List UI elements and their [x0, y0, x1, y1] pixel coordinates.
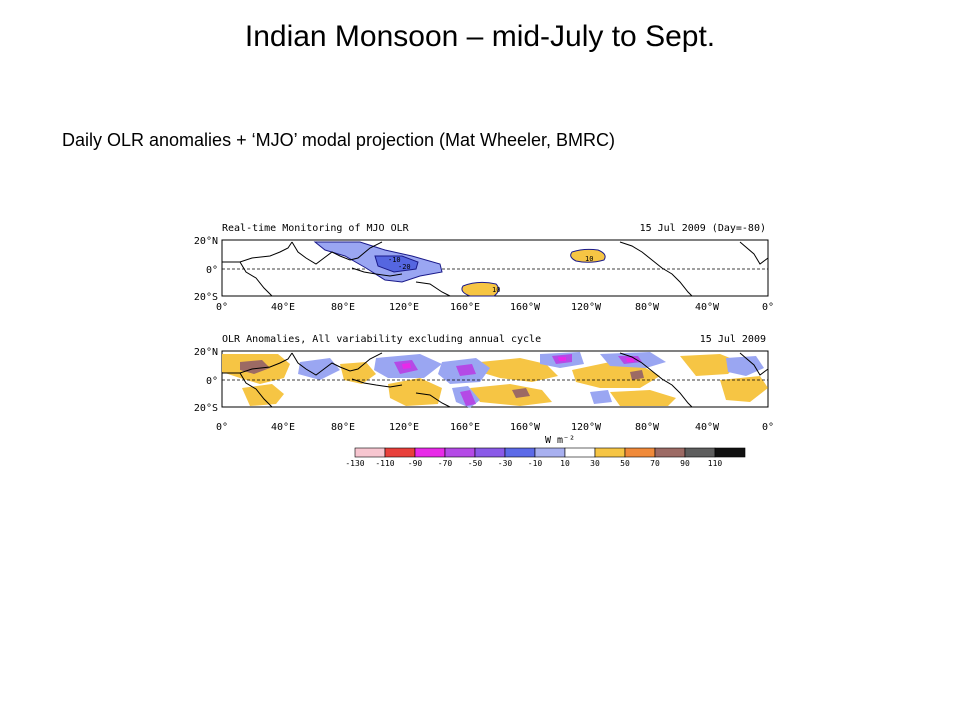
olr-maps-svg: Real-time Monitoring of MJO OLR 15 Jul 2… — [194, 223, 774, 468]
top-lat-tick-2: 0° — [206, 265, 218, 276]
top-lon-ticks: 0° 40°E 80°E 120°E 160°E 160°W 120°W 80°… — [216, 302, 774, 313]
colorbar — [354, 447, 746, 458]
top-map: -10 -20 10 10 — [221, 239, 769, 297]
top-lon-tick-5: 160°E — [450, 302, 480, 313]
bottom-map — [221, 350, 769, 408]
slide-title: Indian Monsoon – mid-July to Sept. — [244, 20, 716, 53]
colorbar-unit: W m⁻² — [545, 435, 575, 446]
bottom-lon-ticks: 0° 40°E 80°E 120°E 160°E 160°W 120°W 80°… — [216, 422, 774, 433]
top-panel-date: 15 Jul 2009 (Day=-80) — [640, 223, 766, 234]
colorbar-tick-label: -10 — [528, 459, 543, 468]
top-contour-label-1: -10 — [388, 256, 401, 264]
bottom-lon-tick-8: 80°W — [635, 422, 660, 433]
bottom-lon-tick-9: 40°W — [695, 422, 720, 433]
bottom-lon-tick-4: 120°E — [389, 422, 419, 433]
top-lon-tick-4: 120°E — [389, 302, 419, 313]
top-contour-label-2: -20 — [398, 263, 411, 271]
bottom-extreme-negative — [402, 357, 634, 369]
colorbar-tick-label: -50 — [468, 459, 483, 468]
bottom-lon-tick-7: 120°W — [571, 422, 602, 433]
bottom-lon-tick-1: 0° — [216, 422, 228, 433]
top-lon-tick-9: 40°W — [695, 302, 720, 313]
bottom-lon-tick-2: 40°E — [271, 422, 295, 433]
bottom-lat-tick-1: 20°N — [194, 347, 218, 358]
bottom-lon-tick-6: 160°W — [510, 422, 541, 433]
colorbar-tick-label: 30 — [590, 459, 600, 468]
top-positive-region-south — [461, 281, 500, 297]
bottom-lon-tick-3: 80°E — [331, 422, 355, 433]
colorbar-tick-label: -90 — [408, 459, 423, 468]
bottom-panel-title: OLR Anomalies, All variability excluding… — [222, 334, 541, 345]
colorbar-swatch — [564, 447, 596, 458]
top-lat-tick-1: 20°N — [194, 236, 218, 247]
top-lon-tick-3: 80°E — [331, 302, 355, 313]
colorbar-tick-label: -30 — [498, 459, 513, 468]
colorbar-swatch — [444, 447, 476, 458]
colorbar-swatch — [534, 447, 566, 458]
colorbar-swatch — [354, 447, 386, 458]
colorbar-swatch — [624, 447, 656, 458]
colorbar-tick-label: 90 — [680, 459, 690, 468]
colorbar-ticks: -130 -110 -90 -70 -50 -30 -10 10 30 50 70 90 110 — [345, 459, 722, 468]
top-strong-negative-region — [374, 255, 419, 273]
top-panel-title: Real-time Monitoring of MJO OLR — [222, 223, 410, 234]
top-lon-tick-8: 80°W — [635, 302, 660, 313]
colorbar-swatch — [414, 447, 446, 458]
colorbar-tick-label: 10 — [560, 459, 570, 468]
top-lon-tick-6: 160°W — [510, 302, 541, 313]
bottom-lon-tick-10: 0° — [762, 422, 774, 433]
colorbar-swatch — [384, 447, 416, 458]
top-lon-tick-10: 0° — [762, 302, 774, 313]
top-contour-label-3: 10 — [585, 255, 593, 263]
colorbar-swatch — [474, 447, 506, 458]
top-lon-tick-2: 40°E — [271, 302, 295, 313]
colorbar-tick-label: 110 — [708, 459, 723, 468]
colorbar-tick-label: 50 — [620, 459, 630, 468]
top-lon-tick-7: 120°W — [571, 302, 602, 313]
colorbar-swatch — [654, 447, 686, 458]
top-lon-tick-1: 0° — [216, 302, 228, 313]
colorbar-swatch — [714, 447, 746, 458]
colorbar-tick-label: -110 — [375, 459, 394, 468]
top-contour-label-4: 10 — [492, 286, 500, 294]
top-lat-tick-3: 20°S — [194, 292, 218, 303]
colorbar-swatch — [594, 447, 626, 458]
top-positive-region-pacific — [570, 248, 606, 263]
colorbar-tick-label: -130 — [345, 459, 364, 468]
colorbar-swatch — [684, 447, 716, 458]
colorbar-tick-label: -70 — [438, 459, 453, 468]
colorbar-tick-label: 70 — [650, 459, 660, 468]
bottom-positive-anomalies — [222, 354, 768, 406]
bottom-lon-tick-5: 160°E — [450, 422, 480, 433]
bottom-lat-tick-2: 0° — [206, 376, 218, 387]
bottom-coastlines — [222, 352, 769, 408]
olr-figure: Real-time Monitoring of MJO OLR 15 Jul 2… — [180, 212, 780, 470]
slide-subtitle: Daily OLR anomalies + ‘MJO’ modal projec… — [62, 130, 616, 150]
colorbar-swatch — [504, 447, 536, 458]
top-coastlines — [222, 241, 769, 297]
bottom-lat-tick-3: 20°S — [194, 403, 218, 414]
bottom-panel-date: 15 Jul 2009 — [700, 334, 766, 345]
